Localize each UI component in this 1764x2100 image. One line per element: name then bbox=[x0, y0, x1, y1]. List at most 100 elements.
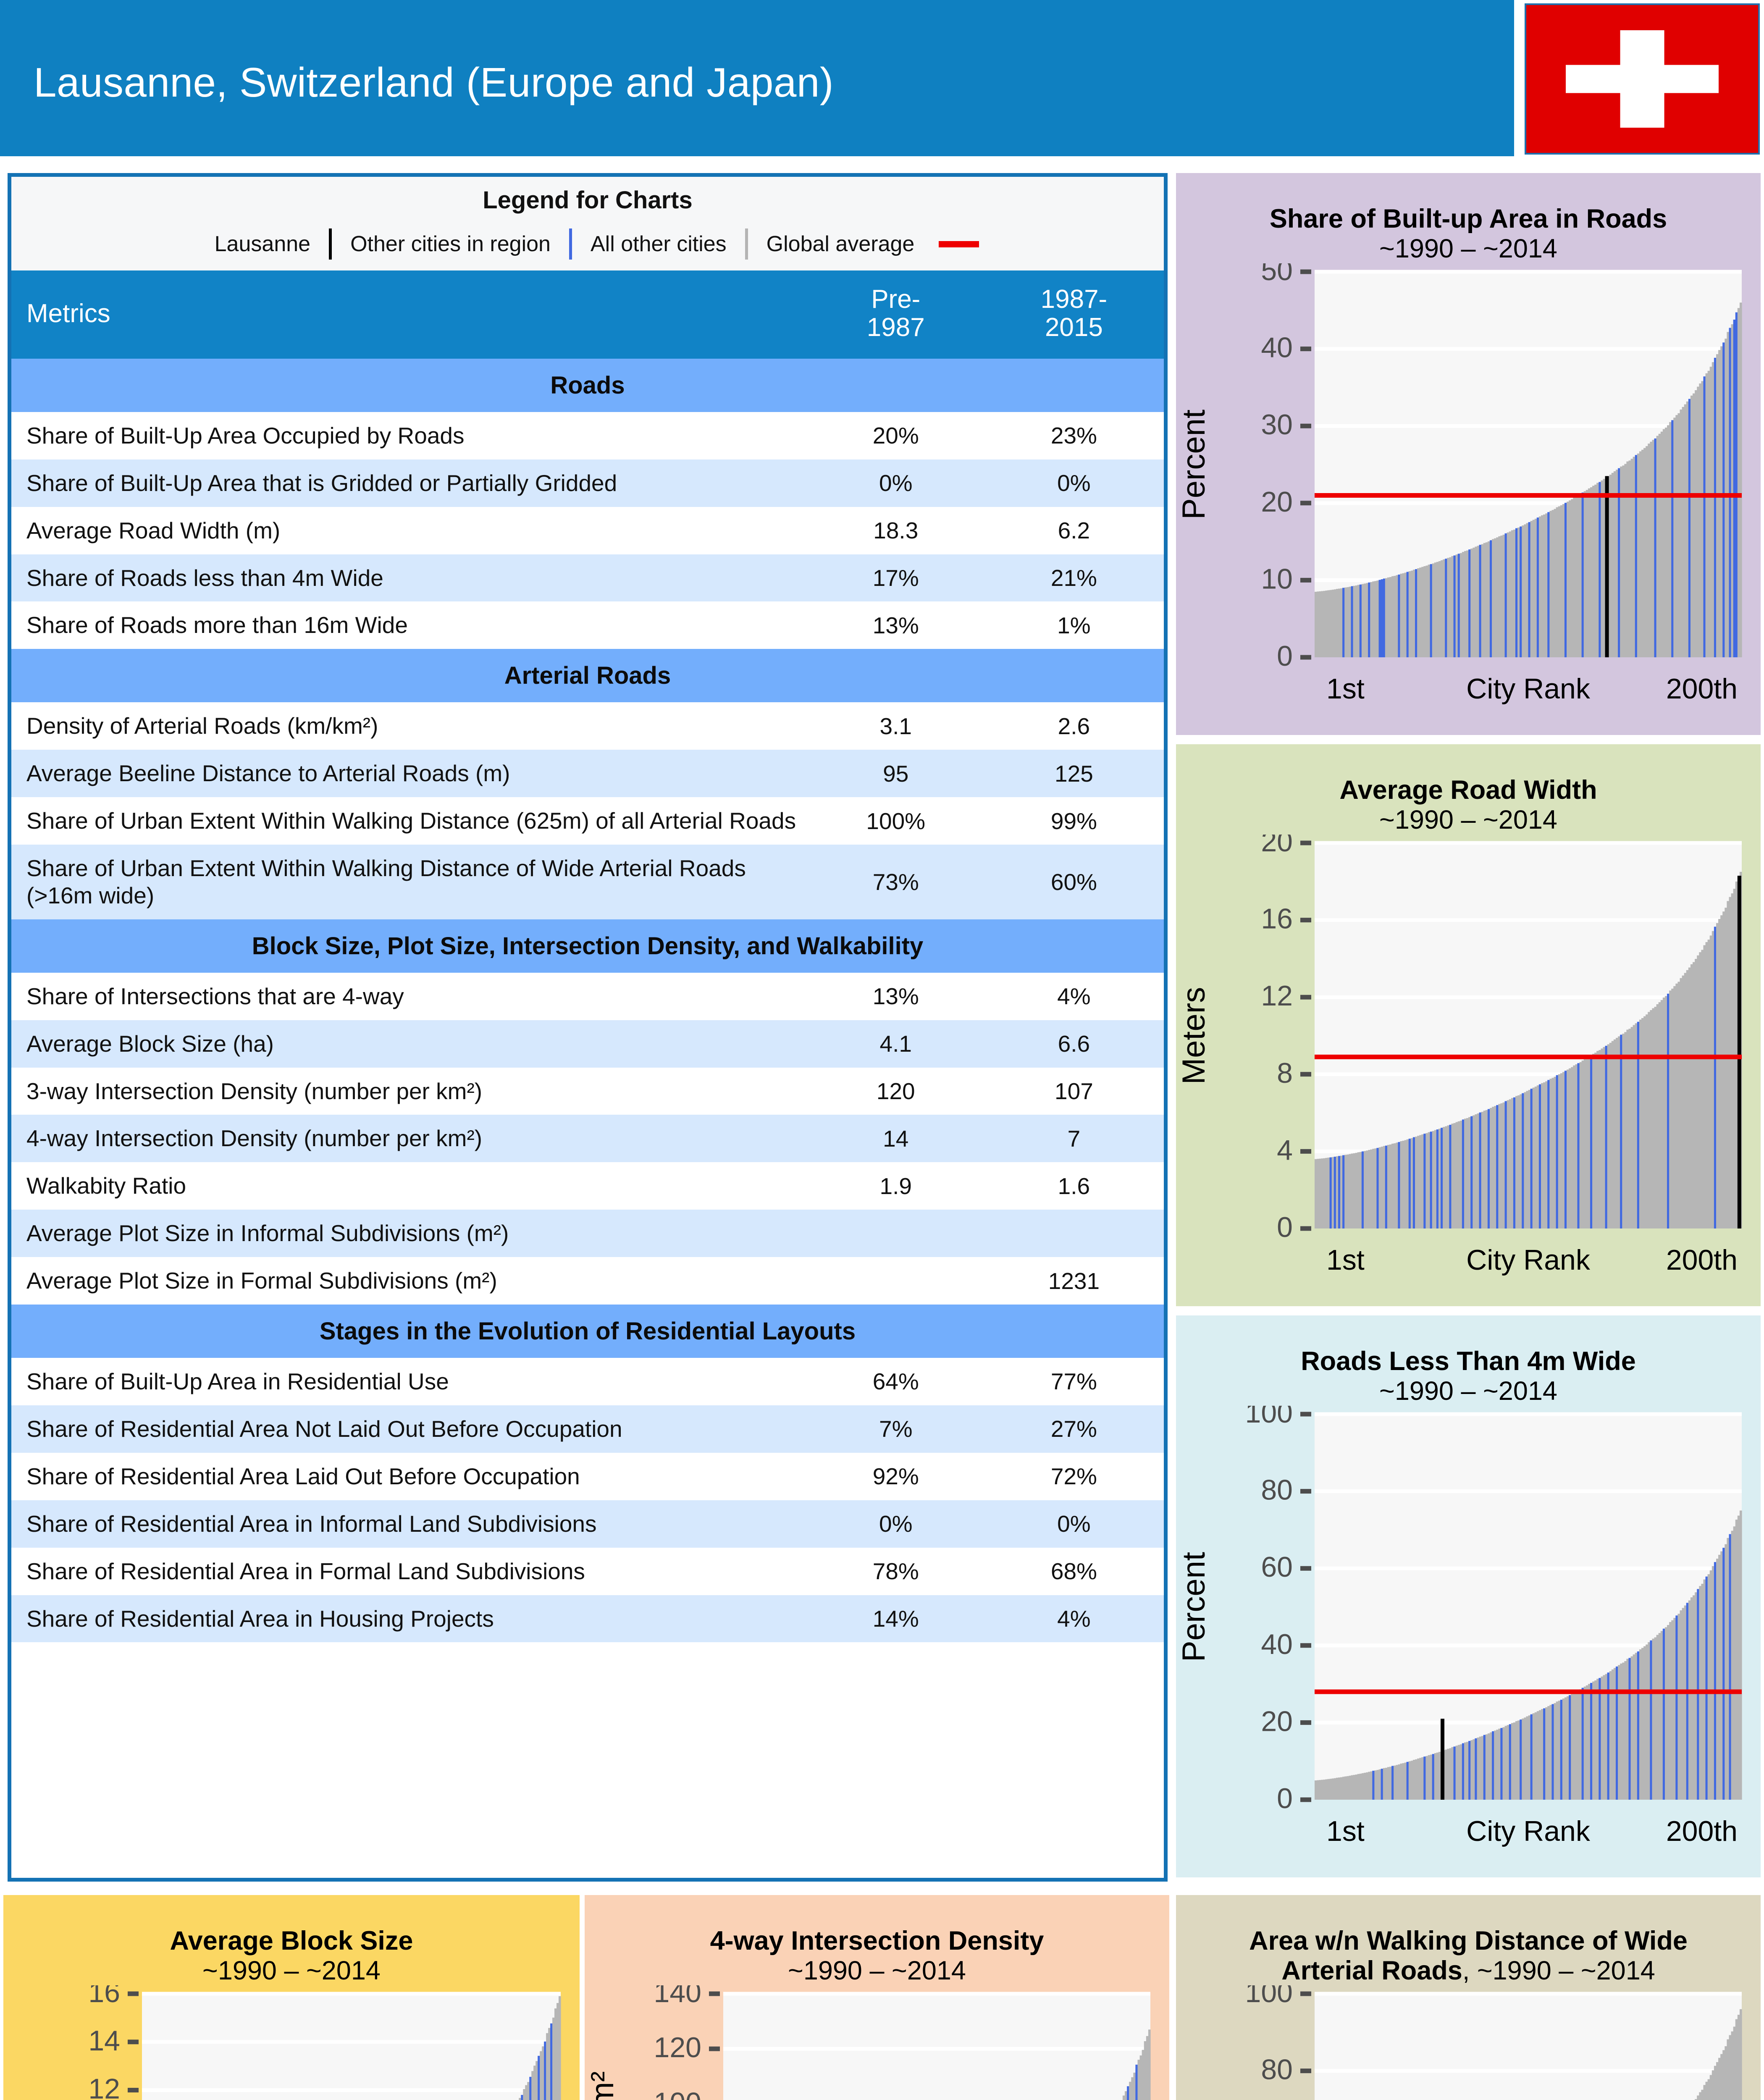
bar-other-city bbox=[1626, 1659, 1629, 1800]
bar-region-city bbox=[1342, 588, 1345, 658]
metric-value-1987-2015: 21% bbox=[984, 554, 1164, 602]
bar-other-city bbox=[1417, 1136, 1420, 1229]
bar-other-city bbox=[1447, 1125, 1449, 1229]
x-axis-tick-last: 200th bbox=[1666, 673, 1738, 705]
bar-other-city bbox=[1620, 466, 1622, 658]
bar-other-city bbox=[1703, 945, 1706, 1229]
metric-label: Share of Urban Extent Within Walking Dis… bbox=[11, 797, 808, 845]
bar-other-city bbox=[1477, 1738, 1480, 1800]
bar-other-city bbox=[554, 2008, 557, 2100]
bar-region-city bbox=[1547, 512, 1550, 658]
bar-other-city bbox=[1609, 1042, 1612, 1229]
bar-other-city bbox=[1331, 1157, 1334, 1229]
bar-other-city bbox=[1609, 475, 1612, 658]
bar-other-city bbox=[1733, 2026, 1736, 2100]
chart-title-line1: Average Block Size bbox=[170, 1926, 413, 1956]
bar-other-city bbox=[1520, 1094, 1522, 1229]
metric-label: Share of Roads more than 16m Wide bbox=[11, 601, 808, 649]
column-header-pre-1987-line2: 1987 bbox=[866, 312, 925, 342]
bar-other-city bbox=[1489, 1732, 1492, 1800]
metrics-panel: Legend for Charts Lausanne Other cities … bbox=[8, 173, 1168, 1882]
bar-other-city bbox=[1400, 573, 1403, 658]
bar-other-city bbox=[523, 2089, 525, 2100]
metric-value-1987-2015: 107 bbox=[984, 1067, 1164, 1115]
bar-other-city bbox=[1464, 551, 1467, 658]
bar-region-city bbox=[1654, 438, 1657, 658]
bar-other-city bbox=[1541, 515, 1544, 658]
bar-other-city bbox=[1432, 563, 1435, 658]
bar-other-city bbox=[1690, 1597, 1693, 1800]
bar-other-city bbox=[1538, 1710, 1541, 1800]
bar-region-city bbox=[1607, 1672, 1610, 1800]
bar-other-city bbox=[1579, 1689, 1582, 1800]
bar-other-city bbox=[1146, 2036, 1149, 2100]
x-axis-label: City Rank bbox=[1466, 1244, 1591, 1276]
bar-other-city bbox=[1718, 919, 1721, 1229]
bar-region-city bbox=[1722, 1548, 1725, 1800]
metric-value-1987-2015: 6.6 bbox=[984, 1020, 1164, 1068]
chart-panel-4-way-intersection-density: 4-way Intersection Density~1990 – ~20140… bbox=[585, 1895, 1169, 2100]
bar-region-city bbox=[1406, 572, 1409, 658]
bar-other-city bbox=[1716, 354, 1719, 658]
bar-other-city bbox=[1378, 1769, 1381, 1800]
table-header-row: Metrics Pre- 1987 1987- 2015 bbox=[11, 270, 1164, 359]
chart-title: 4-way Intersection Density ~1990 – ~2014 bbox=[585, 1895, 1169, 1985]
bar-other-city bbox=[1716, 2062, 1719, 2100]
bar-other-city bbox=[1558, 1701, 1561, 1800]
bar-region-city bbox=[1338, 1156, 1341, 1229]
bar-other-city bbox=[1594, 1053, 1597, 1229]
bar-other-city bbox=[1336, 1777, 1339, 1800]
bar-region-city bbox=[1479, 545, 1482, 658]
bar-other-city bbox=[1530, 521, 1533, 658]
bar-other-city bbox=[1731, 2031, 1734, 2100]
chart-panel-area-walking-distance-wide-arterial: Area w/n Walking Distance of Wide Arteria… bbox=[1176, 1895, 1761, 2100]
y-axis-tick-label: 8 bbox=[1277, 1057, 1293, 1089]
bar-other-city bbox=[1643, 448, 1646, 658]
bar-other-city bbox=[1613, 471, 1616, 658]
metric-label: Share of Built-Up Area Occupied by Roads bbox=[11, 412, 808, 459]
bar-other-city bbox=[1507, 1100, 1509, 1229]
bar-other-city bbox=[1374, 581, 1377, 658]
table-body: Roads Share of Built-Up Area Occupied by … bbox=[11, 358, 1164, 1643]
bar-other-city bbox=[1669, 990, 1672, 1229]
metric-label: Average Plot Size in Informal Subdivisio… bbox=[11, 1210, 808, 1257]
bar-lausanne bbox=[1605, 476, 1609, 658]
bar-other-city bbox=[1453, 1123, 1456, 1229]
bar-other-city bbox=[1522, 525, 1524, 658]
bar-region-city bbox=[1504, 533, 1507, 658]
bar-other-city bbox=[1357, 585, 1360, 658]
bar-region-city bbox=[1528, 522, 1531, 658]
bar-other-city bbox=[1526, 1716, 1529, 1800]
bar-other-city bbox=[1594, 1680, 1597, 1800]
bar-region-city bbox=[1441, 1128, 1443, 1229]
bar-other-city bbox=[1142, 2050, 1144, 2100]
bar-other-city bbox=[1551, 1078, 1554, 1229]
bar-other-city bbox=[1588, 1684, 1591, 1800]
metric-label: Average Plot Size in Formal Subdivisions… bbox=[11, 1257, 808, 1305]
bar-other-city bbox=[1671, 989, 1674, 1229]
bar-region-city bbox=[1637, 1651, 1640, 1800]
bar-other-city bbox=[1583, 1686, 1586, 1800]
table-row: Walkabity Ratio 1.9 1.6 bbox=[11, 1162, 1164, 1210]
bar-other-city bbox=[1648, 1642, 1650, 1800]
bar-other-city bbox=[1534, 1087, 1537, 1229]
bar-other-city bbox=[1652, 1638, 1655, 1800]
bar-region-city bbox=[1515, 528, 1518, 658]
bar-other-city bbox=[1419, 567, 1422, 658]
column-header-1987-2015-line2: 2015 bbox=[1045, 312, 1103, 342]
bar-other-city bbox=[1443, 559, 1445, 658]
metric-value-1987-2015: 0% bbox=[984, 1500, 1164, 1548]
bar-other-city bbox=[1699, 952, 1701, 1229]
bar-other-city bbox=[1618, 1665, 1620, 1800]
bar-other-city bbox=[1633, 1025, 1635, 1229]
bar-region-city bbox=[1735, 312, 1738, 658]
metric-value-1987-2015: 99% bbox=[984, 797, 1164, 845]
bar-other-city bbox=[1654, 1637, 1657, 1800]
bar-other-city bbox=[1498, 536, 1501, 658]
bar-other-city bbox=[1720, 1551, 1723, 1800]
chart-panel-roads-less-than-4m-wide: Roads Less Than 4m Wide ~1990 – ~2014 0 20 4… bbox=[1176, 1315, 1761, 1877]
bar-other-city bbox=[1646, 1644, 1648, 1800]
metric-value-pre-1987: 13% bbox=[807, 972, 984, 1020]
chart-title: Roads Less Than 4m Wide ~1990 – ~2014 bbox=[1176, 1315, 1761, 1406]
bar-other-city bbox=[1494, 538, 1496, 658]
